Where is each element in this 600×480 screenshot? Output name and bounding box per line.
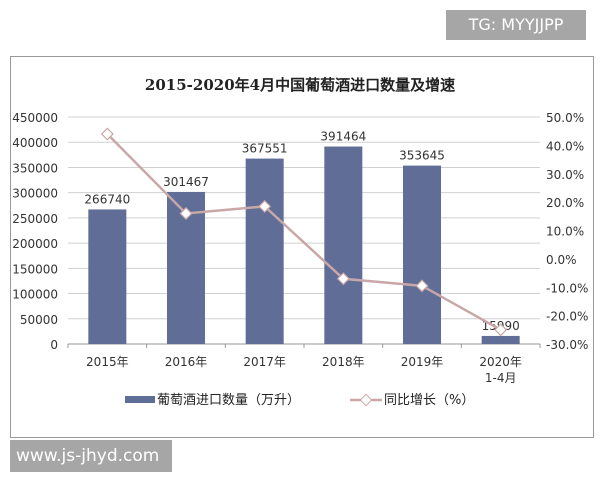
- x-tick-label: 2020年: [479, 355, 522, 369]
- bar-data-label: 301467: [163, 175, 209, 189]
- bar: [245, 158, 284, 344]
- bar-data-label: 353645: [399, 149, 445, 163]
- bar: [403, 165, 441, 344]
- left-tick-label: 150000: [12, 262, 58, 276]
- right-tick-label: 10.0%: [546, 225, 584, 239]
- x-tick-label: 2018年: [322, 355, 365, 369]
- growth-point: [494, 323, 508, 337]
- x-tick-label: 1-4月: [485, 371, 517, 385]
- legend-line-marker: [359, 393, 373, 407]
- legend-line-label: 同比增长（%）: [384, 393, 474, 408]
- left-tick-label: 300000: [12, 187, 58, 201]
- right-tick-label: 50.0%: [546, 111, 584, 125]
- x-tick-label: 2015年: [86, 355, 129, 369]
- left-tick-label: 200000: [12, 237, 58, 251]
- right-tick-label: 30.0%: [546, 168, 584, 182]
- left-tick-label: 250000: [12, 212, 58, 226]
- bar: [324, 146, 363, 344]
- right-tick-label: -10.0%: [546, 281, 588, 295]
- watermark-label: www.js-jhyd.com: [10, 440, 172, 472]
- growth-point: [179, 206, 193, 220]
- growth-point: [415, 279, 429, 293]
- left-tick-label: 450000: [12, 111, 58, 125]
- right-tick-label: -30.0%: [546, 338, 588, 352]
- bar-data-label: 266740: [84, 192, 130, 206]
- right-tick-label: 40.0%: [546, 139, 584, 153]
- chart-title: 2015-2020年4月中国葡萄酒进口数量及增速: [145, 76, 455, 94]
- right-tick-label: -20.0%: [546, 310, 588, 324]
- chart-frame: [10, 56, 594, 438]
- growth-point: [258, 199, 272, 213]
- bar: [88, 209, 127, 344]
- left-tick-label: 0: [50, 338, 58, 352]
- bar: [481, 335, 520, 344]
- left-tick-label: 50000: [20, 313, 58, 327]
- growth-line: [106, 133, 502, 331]
- right-tick-label: 0.0%: [546, 253, 577, 267]
- x-tick-label: 2019年: [401, 355, 444, 369]
- growth-point: [100, 127, 114, 141]
- right-tick-label: 20.0%: [546, 196, 584, 210]
- x-tick-label: 2017年: [243, 355, 286, 369]
- bar-data-label: 391464: [320, 130, 366, 144]
- left-tick-label: 400000: [12, 136, 58, 150]
- legend-bar-swatch: [125, 396, 155, 403]
- growth-point: [336, 272, 350, 286]
- legend-bar-label: 葡萄酒进口数量（万升）: [157, 393, 300, 408]
- left-tick-label: 100000: [12, 288, 58, 302]
- left-tick-label: 350000: [12, 161, 58, 175]
- bar-data-label: 367551: [242, 142, 288, 156]
- x-tick-label: 2016年: [165, 355, 208, 369]
- tg-label: TG: MYYJJPP: [446, 10, 586, 40]
